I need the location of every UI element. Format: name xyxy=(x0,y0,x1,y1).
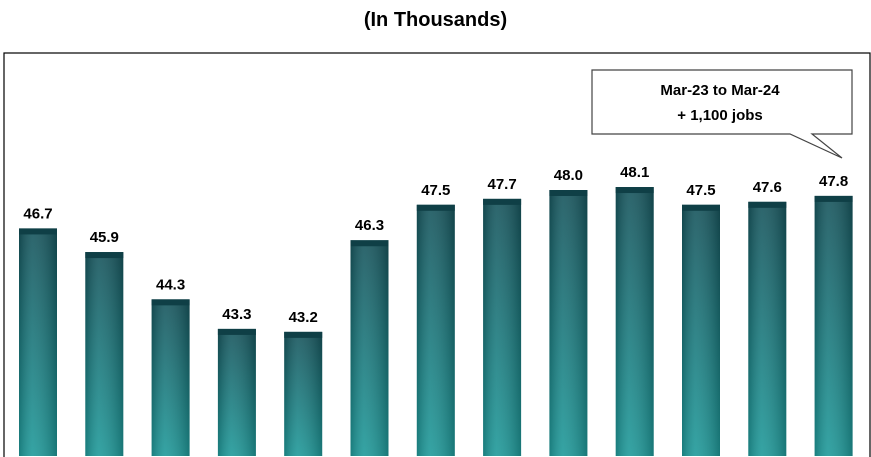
bar-value-label-2: 45.9 xyxy=(90,229,119,246)
bar-shading-8 xyxy=(483,198,522,456)
bar-value-label-11: 47.5 xyxy=(686,182,715,199)
bar-value-label-1: 46.7 xyxy=(23,205,52,222)
bar-value-label-4: 43.3 xyxy=(222,306,251,323)
callout-box: Mar-23 to Mar-24 + 1,100 jobs xyxy=(591,69,853,159)
bar-shading-3 xyxy=(151,299,190,456)
bar-cap-13 xyxy=(814,195,853,202)
bar-shading-9 xyxy=(549,190,588,456)
bars-layer: 46.7 45.9 44.3 43.3 43.2 46.3 47.5 47.7 48.0 48.1… xyxy=(19,164,853,457)
plot-area-frame xyxy=(3,52,871,457)
bar-value-label-5: 43.2 xyxy=(289,309,318,326)
bar-cap-1 xyxy=(19,228,57,235)
bar-value-label-6: 46.3 xyxy=(355,217,384,234)
bar-value-label-10: 48.1 xyxy=(620,164,649,181)
bar-shading-11 xyxy=(682,204,720,456)
bar-shading-2 xyxy=(85,252,124,456)
bar-value-label-3: 44.3 xyxy=(156,276,185,293)
bar-shading-13 xyxy=(814,195,853,456)
bar-shading-10 xyxy=(615,187,654,457)
bar-value-label-12: 47.6 xyxy=(753,179,782,196)
bar-value-label-7: 47.5 xyxy=(421,182,450,199)
bar-shading-12 xyxy=(748,201,787,456)
callout-shape xyxy=(591,69,853,159)
bar-cap-3 xyxy=(151,299,190,306)
bar-shading-1 xyxy=(19,228,57,456)
bar-cap-4 xyxy=(217,328,256,335)
chart-subtitle: (In Thousands) xyxy=(363,9,508,31)
bar-shading-4 xyxy=(217,328,256,456)
bar-value-label-8: 47.7 xyxy=(487,176,516,193)
bar-cap-5 xyxy=(284,331,323,338)
bar-cap-10 xyxy=(615,187,654,194)
bar-shading-5 xyxy=(284,331,323,456)
bar-cap-9 xyxy=(549,190,588,196)
callout-line-1: Mar-23 to Mar-24 xyxy=(660,82,780,99)
bar-shading-7 xyxy=(416,204,455,456)
bar-value-label-13: 47.8 xyxy=(819,173,848,190)
bar-cap-2 xyxy=(85,252,124,259)
bar-cap-6 xyxy=(350,240,389,247)
bar-value-label-9: 48.0 xyxy=(554,167,583,184)
bar-shading-6 xyxy=(350,240,389,456)
bar-cap-7 xyxy=(416,204,455,211)
bar-cap-8 xyxy=(483,198,522,205)
callout-line-2: + 1,100 jobs xyxy=(677,107,762,124)
bar-cap-12 xyxy=(748,201,787,208)
bar-cap-11 xyxy=(682,204,720,211)
